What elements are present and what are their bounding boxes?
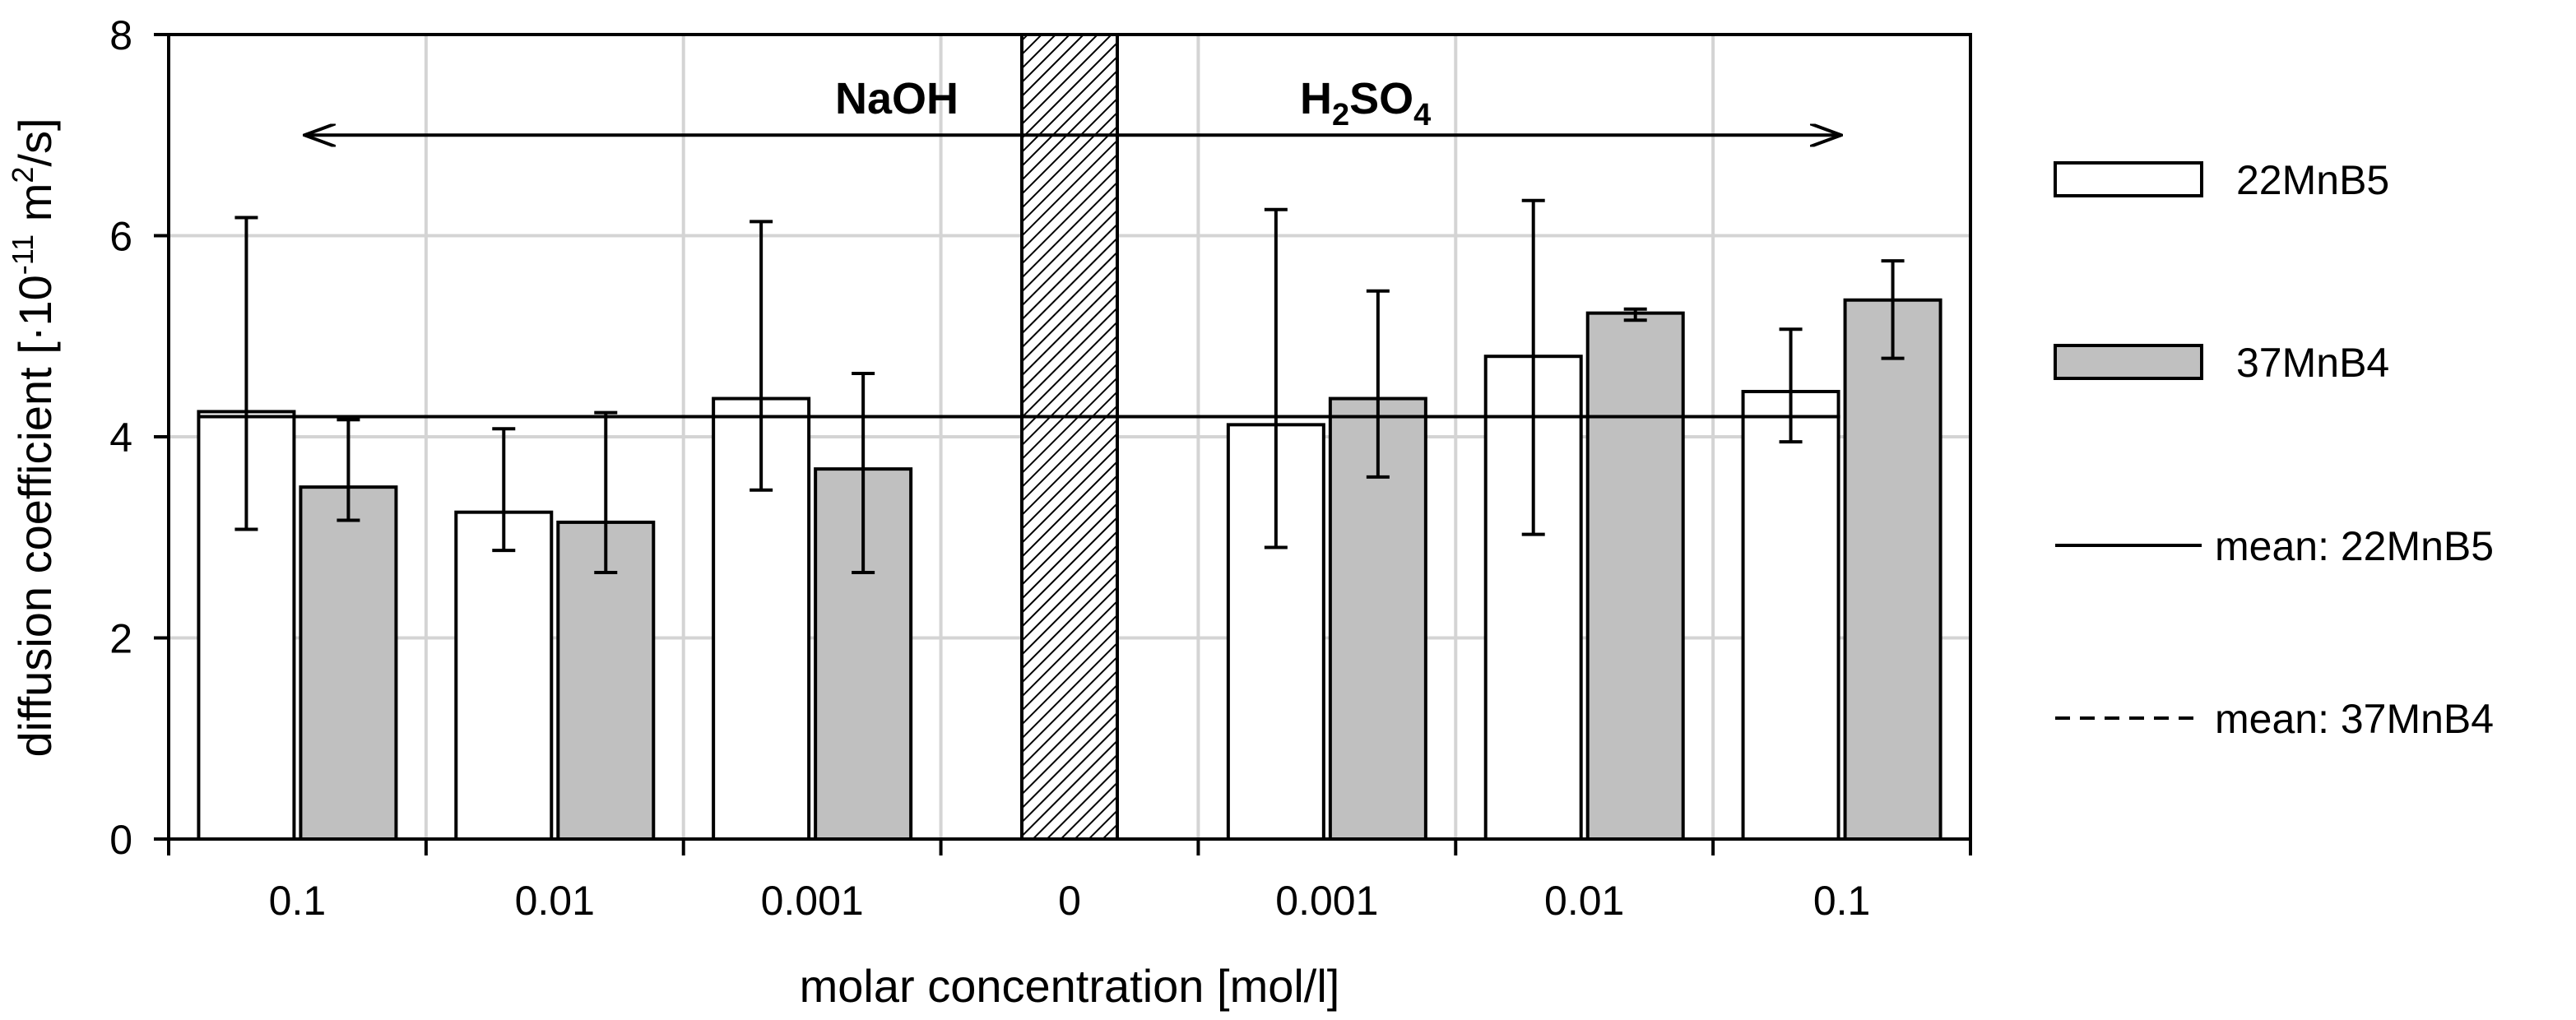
y-axis-title-exp: -11 — [6, 234, 39, 275]
y-axis-title: diffusion coefficient [·10-11 m2/s] — [6, 118, 61, 757]
bar-37MnB4-0 — [299, 485, 398, 841]
x-tick-label-3: 0 — [1058, 878, 1081, 924]
x-tick-label-4: 0.001 — [1275, 878, 1378, 924]
region-label-h2so4-so: SO — [1349, 74, 1413, 123]
legend-label-mean-37MnB4: mean: 37MnB4 — [2215, 696, 2494, 742]
region-annotations: NaOH H2SO4 — [306, 74, 1840, 135]
legend-swatch-37MnB4 — [2054, 344, 2203, 380]
legend-label-22MnB5: 22MnB5 — [2236, 157, 2389, 203]
x-tick-label-2: 0.001 — [761, 878, 864, 924]
y-tick-label-2: 4 — [109, 415, 132, 461]
x-axis-title: molar concentration [mol/l] — [800, 960, 1340, 1012]
y-axis-title-unit-end: /s] — [9, 118, 61, 166]
y-tick-label-0: 0 — [109, 817, 132, 863]
x-tick-label-6: 0.1 — [1813, 878, 1871, 924]
region-label-h2so4-h: H — [1300, 74, 1332, 123]
bar-22MnB5-1 — [454, 510, 554, 841]
legend: 22MnB5 37MnB4 mean: 22MnB5 mean: 37MnB4 — [2054, 157, 2494, 742]
y-axis-title-unit-exp: 2 — [6, 167, 39, 183]
x-tick-label-5: 0.01 — [1544, 878, 1624, 924]
x-tick-label-1: 0.01 — [515, 878, 595, 924]
y-tick-label-1: 2 — [109, 616, 132, 662]
bar-37MnB4-6 — [1843, 298, 1942, 841]
x-tick-label-0: 0.1 — [269, 878, 327, 924]
region-label-h2so4-sub2: 4 — [1413, 98, 1431, 132]
hatched-region-group — [1020, 33, 1119, 841]
bar-37MnB4-5 — [1585, 311, 1685, 841]
region-label-naoh: NaOH — [835, 74, 958, 123]
y-tick-label-4: 8 — [109, 12, 132, 58]
legend-label-37MnB4: 37MnB4 — [2236, 340, 2389, 386]
y-axis-title-main: diffusion coefficient [·10 — [9, 275, 61, 757]
region-label-h2so4-sub1: 2 — [1332, 98, 1349, 132]
region-label-h2so4: H2SO4 — [1300, 74, 1431, 132]
bar-22MnB5-6 — [1741, 389, 1840, 841]
hatched-separator — [1020, 33, 1119, 841]
legend-swatch-22MnB5 — [2054, 161, 2203, 197]
y-axis-title-unit: m — [9, 183, 61, 234]
error-bars-group — [234, 198, 1905, 575]
tick-group: 0 2 4 6 8 0.1 0.01 0.001 0 0.001 0.01 0.1 — [109, 12, 1972, 924]
legend-label-mean-22MnB5: mean: 22MnB5 — [2215, 523, 2494, 569]
y-tick-label-3: 6 — [109, 214, 132, 260]
bar-37MnB4-1 — [556, 520, 656, 841]
